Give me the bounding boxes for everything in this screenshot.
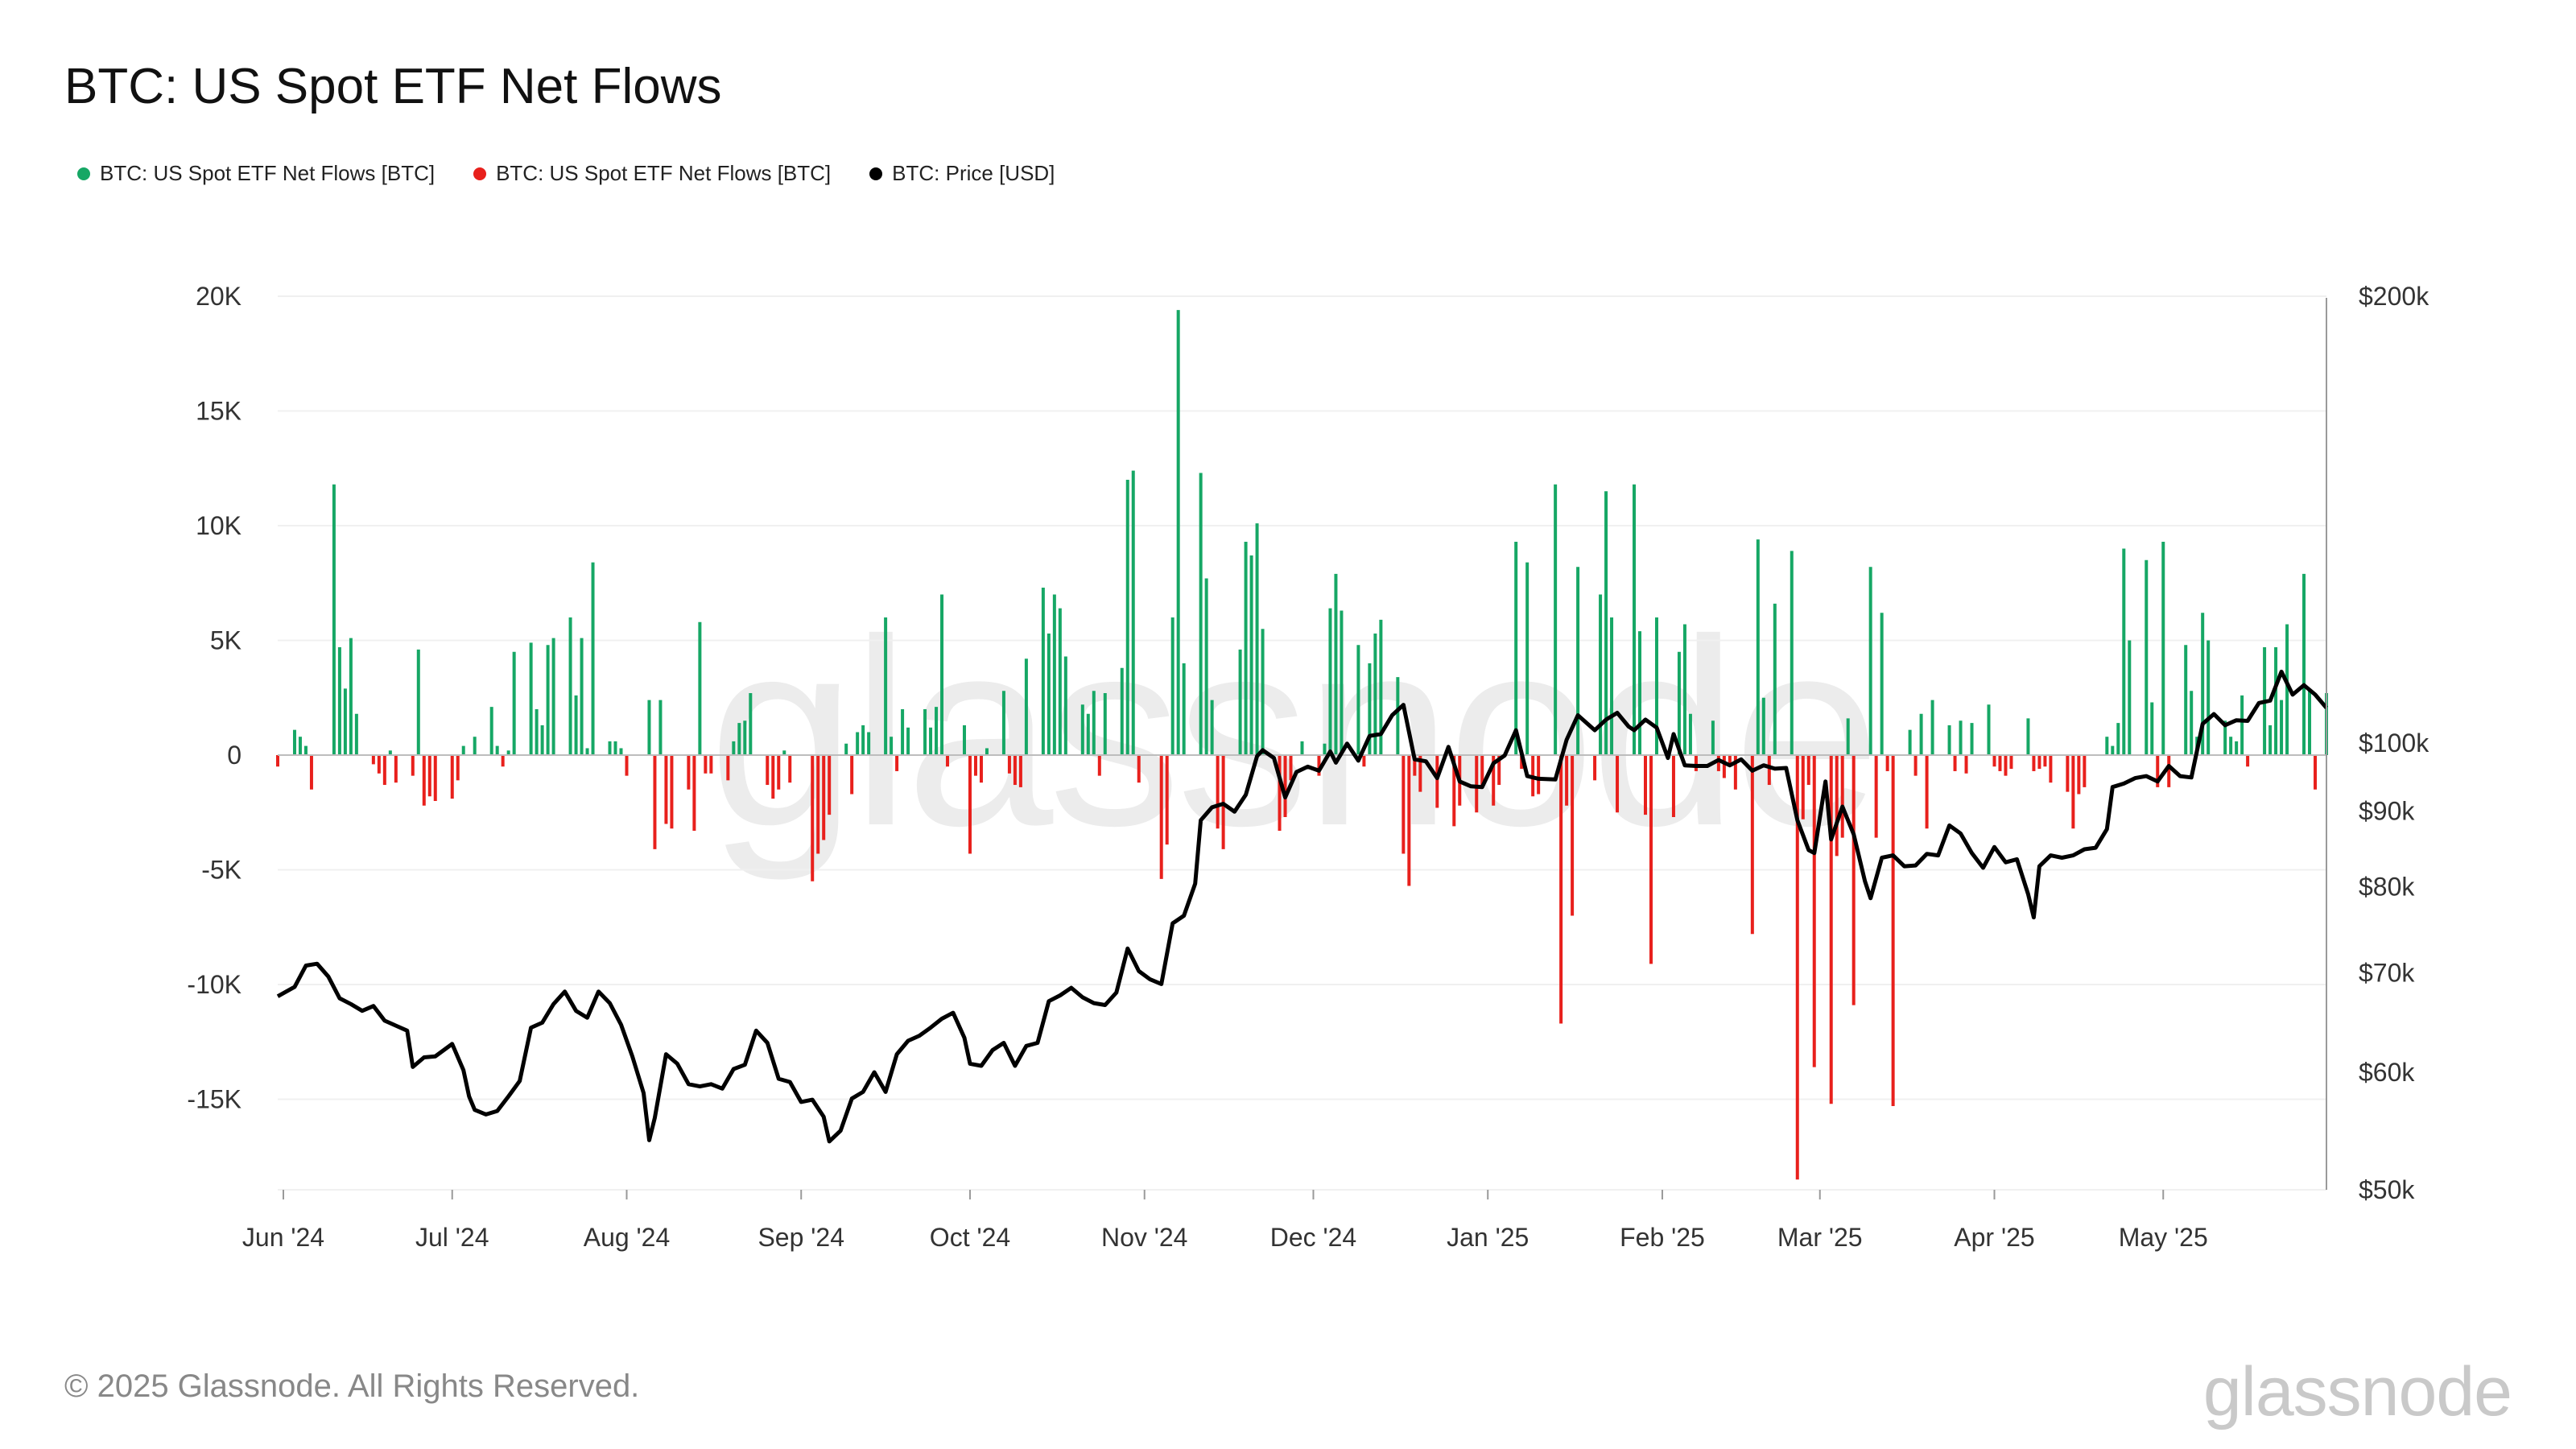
legend: BTC: US Spot ETF Net Flows [BTC] BTC: US… xyxy=(77,161,1055,186)
x-tick-label: Jun '24 xyxy=(242,1223,324,1252)
y2-tick-label: $70k xyxy=(2359,959,2415,988)
y-tick-label: 0 xyxy=(227,741,242,770)
legend-label-inflows: BTC: US Spot ETF Net Flows [BTC] xyxy=(100,161,436,185)
x-axis-ticks: Jun '24 Jul '24 Aug '24 Sep '24 Oct '24 Nov '… xyxy=(242,1190,2208,1252)
flow-bars xyxy=(276,310,2328,1180)
x-tick-label: Mar '25 xyxy=(1777,1223,1863,1252)
legend-item-price[interactable]: BTC: Price [USD] xyxy=(869,161,1055,186)
legend-dot-black xyxy=(869,167,883,180)
left-axis-ticks: 20K 15K 10K 5K 0 -5K -10K -15K xyxy=(187,282,242,1114)
x-tick-label: Oct '24 xyxy=(930,1223,1010,1252)
x-tick-label: Dec '24 xyxy=(1270,1223,1357,1252)
y-tick-label: -15K xyxy=(187,1085,242,1114)
y2-tick-label: $100k xyxy=(2359,729,2429,758)
x-tick-label: Sep '24 xyxy=(758,1223,844,1252)
x-tick-label: Aug '24 xyxy=(584,1223,671,1252)
y2-tick-label: $80k xyxy=(2359,873,2415,902)
x-tick-label: Feb '25 xyxy=(1620,1223,1705,1252)
y2-tick-label: $60k xyxy=(2359,1058,2415,1087)
legend-dot-green xyxy=(77,167,90,180)
x-tick-label: Apr '25 xyxy=(1954,1223,2034,1252)
y2-tick-label: $90k xyxy=(2359,796,2415,825)
y-tick-label: 5K xyxy=(210,626,242,655)
legend-label-outflows: BTC: US Spot ETF Net Flows [BTC] xyxy=(496,161,832,185)
legend-dot-red xyxy=(473,167,487,180)
y2-tick-label: $200k xyxy=(2359,282,2429,311)
brand-logo[interactable]: glassnode xyxy=(2202,1353,2512,1430)
price-line xyxy=(276,669,2328,1144)
y-tick-label: 15K xyxy=(196,397,242,426)
x-tick-label: May '25 xyxy=(2119,1223,2208,1252)
x-tick-label: Nov '24 xyxy=(1101,1223,1188,1252)
x-tick-label: Jan '25 xyxy=(1447,1223,1529,1252)
y-tick-label: -5K xyxy=(201,856,242,885)
right-axis-ticks: $200k $100k $90k $80k $70k $60k $50k xyxy=(2359,282,2429,1204)
y-tick-label: 10K xyxy=(196,511,242,540)
legend-item-outflows[interactable]: BTC: US Spot ETF Net Flows [BTC] xyxy=(473,161,831,186)
y-tick-label: 20K xyxy=(196,282,242,311)
legend-label-price: BTC: Price [USD] xyxy=(892,161,1055,185)
y-tick-label: -10K xyxy=(187,970,242,999)
legend-item-inflows[interactable]: BTC: US Spot ETF Net Flows [BTC] xyxy=(77,161,435,186)
x-tick-label: Jul '24 xyxy=(415,1223,489,1252)
chart-title: BTC: US Spot ETF Net Flows xyxy=(64,59,722,114)
y2-tick-label: $50k xyxy=(2359,1175,2415,1204)
copyright: © 2025 Glassnode. All Rights Reserved. xyxy=(64,1368,640,1404)
